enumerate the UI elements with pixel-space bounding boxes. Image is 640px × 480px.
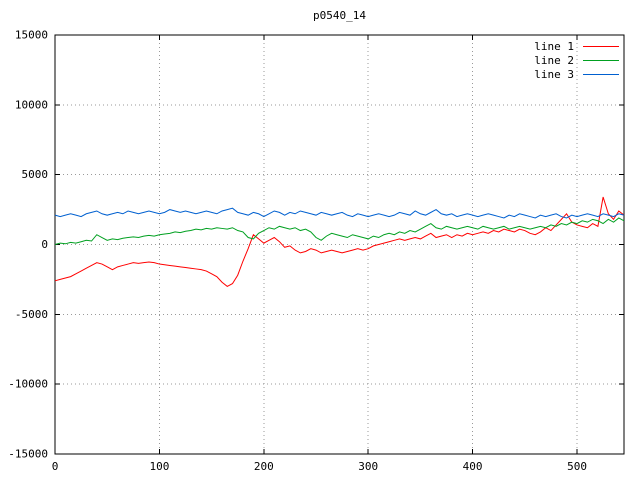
legend: line 1 line 2 line 3 xyxy=(534,41,620,80)
legend-line-sample xyxy=(583,60,619,61)
svg-text:0: 0 xyxy=(41,238,48,251)
svg-text:200: 200 xyxy=(254,460,274,473)
svg-text:5000: 5000 xyxy=(22,168,49,181)
svg-text:100: 100 xyxy=(149,460,169,473)
chart-title: p0540_14 xyxy=(313,9,366,22)
svg-text:400: 400 xyxy=(463,460,483,473)
legend-item: line 3 xyxy=(534,69,620,80)
legend-item: line 1 xyxy=(534,41,620,52)
svg-text:-5000: -5000 xyxy=(15,308,48,321)
svg-text:-15000: -15000 xyxy=(8,448,48,461)
svg-text:10000: 10000 xyxy=(15,98,48,111)
legend-label: line 2 xyxy=(534,54,574,67)
legend-line-sample xyxy=(583,74,619,75)
svg-text:300: 300 xyxy=(358,460,378,473)
legend-label: line 3 xyxy=(534,68,574,81)
svg-text:-10000: -10000 xyxy=(8,378,48,391)
legend-label: line 1 xyxy=(534,40,574,53)
svg-text:15000: 15000 xyxy=(15,29,48,42)
legend-item: line 2 xyxy=(534,55,620,66)
svg-text:500: 500 xyxy=(567,460,587,473)
svg-text:0: 0 xyxy=(52,460,59,473)
legend-line-sample xyxy=(583,46,619,47)
